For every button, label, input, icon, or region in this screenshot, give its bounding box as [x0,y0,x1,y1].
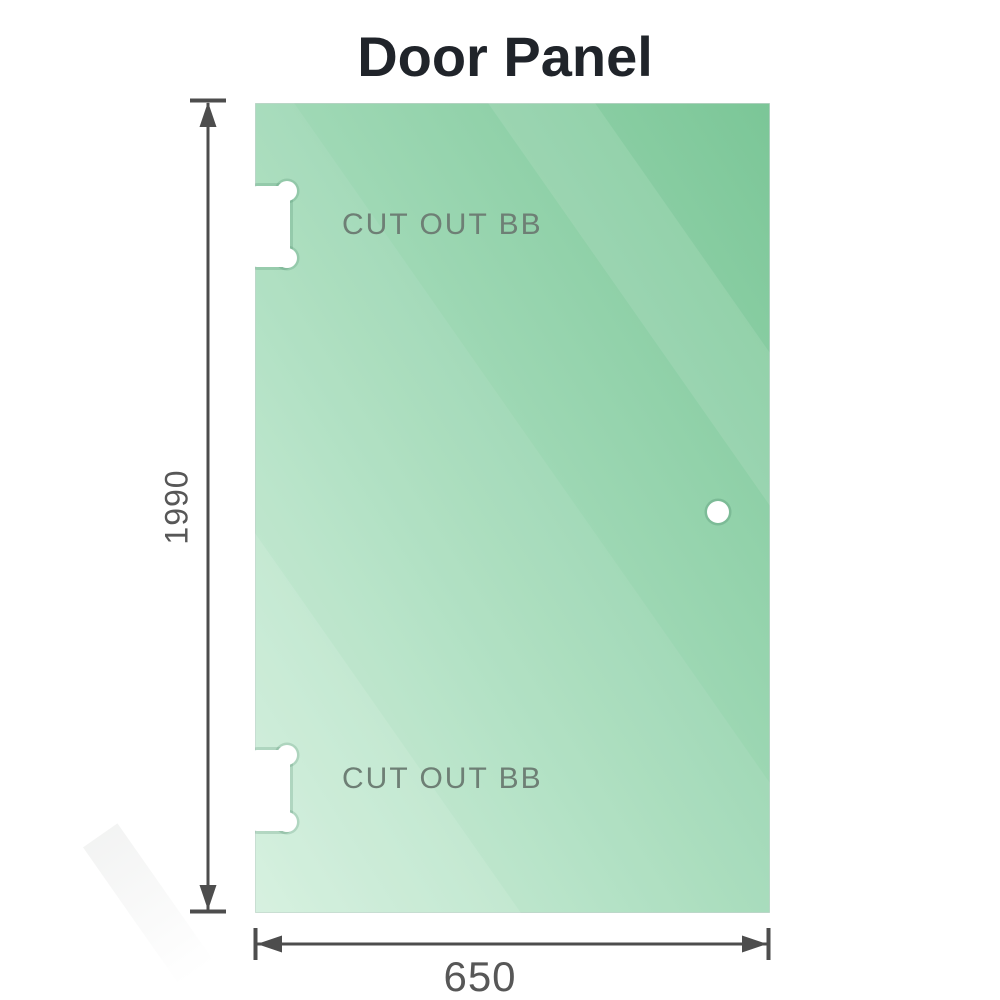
arrow-right-icon [742,935,767,953]
cutout-top-shape [255,181,297,268]
glass-surface [255,103,770,913]
cutout-top-label: CUT OUT BB [342,208,543,241]
height-dimension-label: 1990 [158,469,195,545]
glass-streak [255,103,770,913]
page-title: Door Panel [357,25,653,88]
door-panel [255,103,770,913]
glass-streak [488,103,770,506]
handle-hole [704,498,732,526]
cutout-bottom [255,742,300,835]
arrow-left-icon [257,935,282,953]
width-dimension-label: 650 [443,953,517,1000]
background-streak [83,823,215,987]
arrow-down-icon [199,885,217,910]
arrow-up-icon [199,102,217,127]
cutout-top [255,178,300,271]
glass-streak [255,533,521,913]
glass-reflection-streaks [255,103,770,913]
cutout-bottom-shape [255,745,297,832]
cutout-bottom-label: CUT OUT BB [342,762,543,795]
door-panel-drawing [255,103,770,913]
